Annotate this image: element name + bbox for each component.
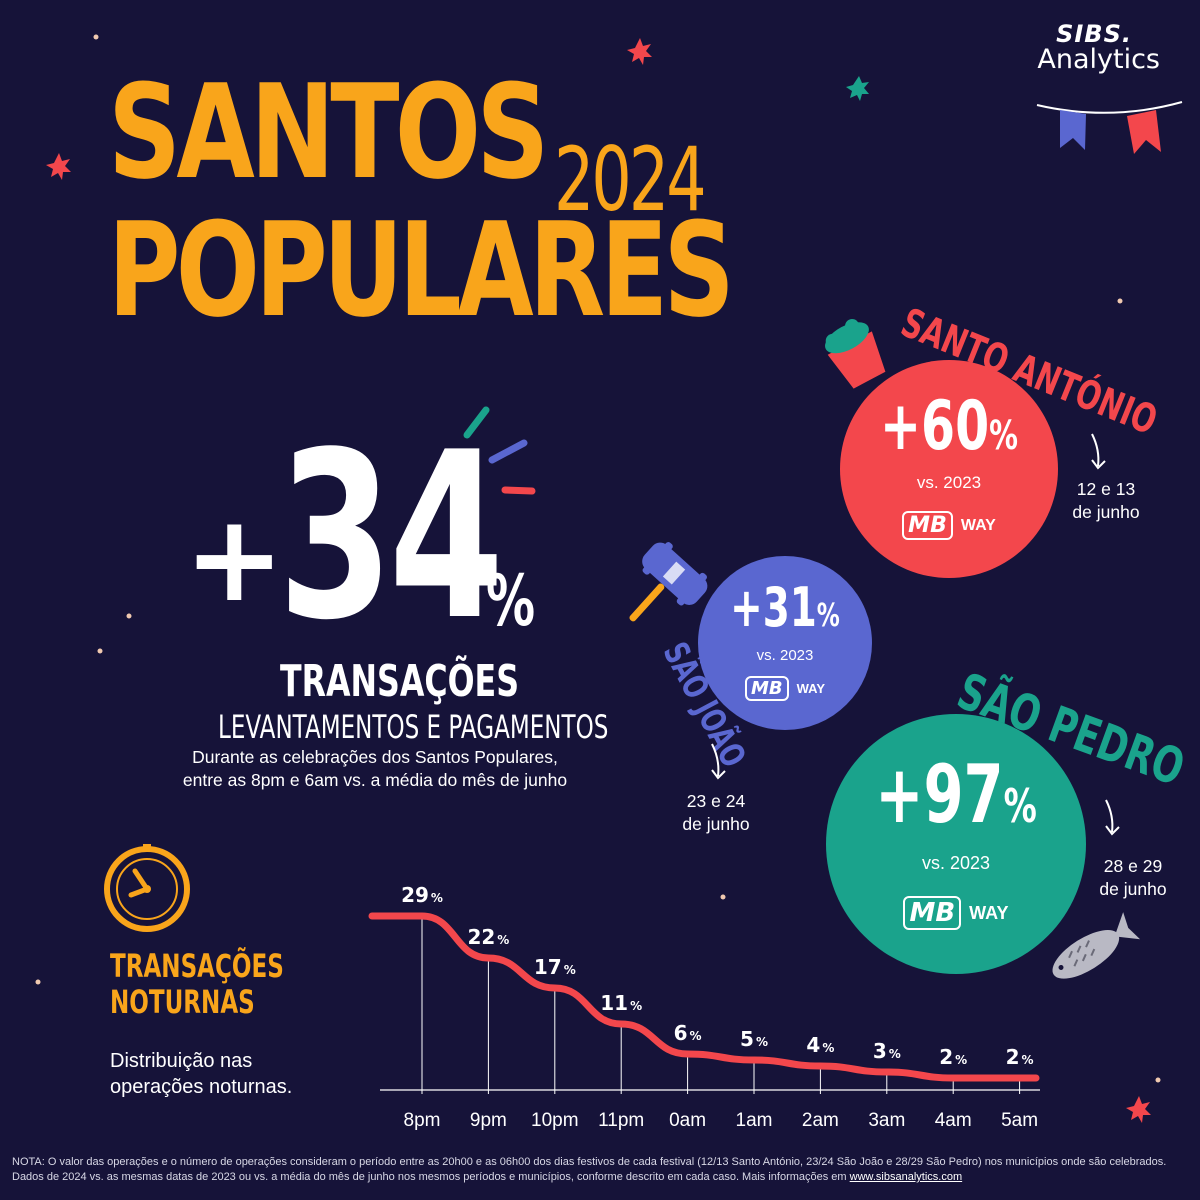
data-label: 22% <box>467 925 509 949</box>
arrow-down-icon <box>1091 433 1106 470</box>
clock-icon <box>104 844 190 932</box>
title-line-2: POPULARES <box>108 194 735 346</box>
title-year: 2024 <box>554 128 707 231</box>
x-tick-label: 4am <box>935 1110 972 1131</box>
data-label: 3% <box>873 1039 901 1063</box>
footnote-link[interactable]: www.sibsanalytics.com <box>849 1171 963 1183</box>
data-label: 5% <box>740 1027 768 1051</box>
data-label: 2% <box>1006 1045 1034 1069</box>
mb-way-text: WAY <box>960 516 996 534</box>
mbway-logo: MB WAY <box>744 676 826 701</box>
santo-antonio-comparison: vs. 2023 <box>916 473 982 492</box>
x-tick-label: 11pm <box>598 1110 644 1131</box>
mb-mark: MB <box>744 676 789 701</box>
x-tick-label: 9pm <box>470 1110 507 1131</box>
x-tick-label: 8pm <box>404 1110 441 1131</box>
santo-antonio-value: +60% <box>879 387 1019 466</box>
sao-pedro-value: +97% <box>875 748 1037 841</box>
hero-description: Durante as celebrações dos Santos Popula… <box>182 747 568 790</box>
santo-antonio-circle: +60% vs. 2023 MB WAY <box>840 360 1058 578</box>
x-tick-label: 1am <box>736 1110 773 1131</box>
sao-joao-circle: +31% vs. 2023 MB WAY <box>698 556 872 730</box>
sardine-icon <box>1052 912 1141 979</box>
mb-mark: MB <box>902 511 953 540</box>
arrow-down-icon <box>1105 799 1120 836</box>
x-tick-label: 10pm <box>531 1110 579 1131</box>
flowerpot-icon <box>825 319 886 389</box>
logo-brand: SIBS. <box>1056 20 1132 48</box>
data-label: 4% <box>806 1033 834 1057</box>
mbway-logo: MB WAY <box>903 896 1009 930</box>
sao-joao-dates: 23 e 24 de junho <box>682 791 750 834</box>
x-tick-label: 2am <box>802 1110 839 1131</box>
sao-joao-value: +31% <box>730 576 840 639</box>
arrow-down-icon <box>711 743 726 780</box>
title-line-1: SANTOS <box>108 56 549 208</box>
night-distribution-chart: 29 % 8pm 22 % 9pm 17 % 10pm 11 % 11pm 6 % 0am 5 % 1am 4 % 2a… <box>368 883 1040 1131</box>
sao-pedro-dates: 28 e 29 de junho <box>1099 856 1167 899</box>
hero-title: TRANSAÇÕES <box>280 656 520 707</box>
x-tick-label: 3am <box>868 1110 905 1131</box>
logo-product: Analytics <box>1037 44 1160 75</box>
data-label: 6% <box>674 1021 702 1045</box>
x-tick-label: 0am <box>669 1110 706 1131</box>
mb-mark: MB <box>903 896 962 930</box>
mb-way-text: WAY <box>969 902 1009 923</box>
sibs-analytics-logo: SIBS. Analytics <box>1037 20 1160 75</box>
nocturnal-title: TRANSAÇÕES NOTURNAS <box>110 947 284 1021</box>
hero-unit: % <box>486 560 536 642</box>
footnote-text: NOTA: O valor das operações e o número d… <box>12 1156 1167 1183</box>
data-label: 29% <box>401 883 443 907</box>
mb-way-text: WAY <box>796 681 826 696</box>
nocturnal-description: Distribuição nas operações noturnas. <box>110 1050 293 1098</box>
footnote: NOTA: O valor das operações e o número d… <box>12 1155 1188 1185</box>
sao-pedro-circle: +97% vs. 2023 MB WAY <box>826 714 1086 974</box>
mbway-logo: MB WAY <box>902 511 996 540</box>
x-tick-label: 5am <box>1001 1110 1038 1131</box>
data-label: 11% <box>600 991 642 1015</box>
hero-plus-sign: + <box>184 490 285 629</box>
sao-pedro-comparison: vs. 2023 <box>921 853 991 873</box>
hero-subtitle: LEVANTAMENTOS E PAGAMENTOS <box>218 708 609 746</box>
hero-value: 34 <box>278 404 504 671</box>
santo-antonio-dates: 12 e 13 de junho <box>1072 479 1140 522</box>
sao-joao-comparison: vs. 2023 <box>756 647 814 664</box>
data-label: 17% <box>534 955 576 979</box>
hammer-icon <box>629 542 708 622</box>
series-line <box>368 912 1040 1082</box>
data-label: 2% <box>939 1045 967 1069</box>
